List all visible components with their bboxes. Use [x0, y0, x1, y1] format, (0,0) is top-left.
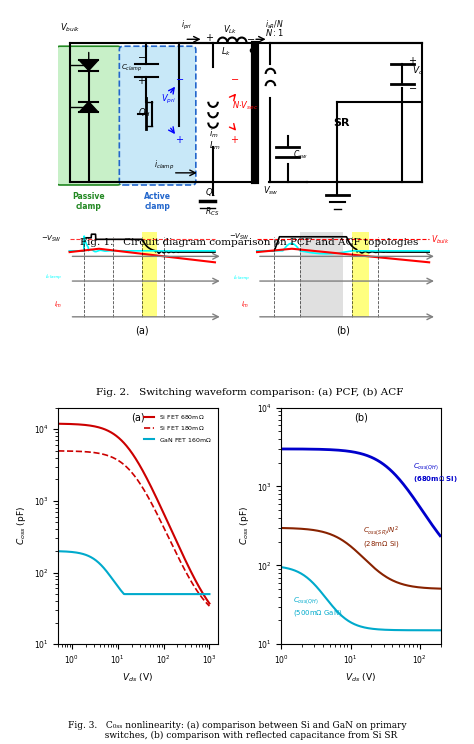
Text: (a): (a) [131, 412, 145, 423]
Text: $V_{pri}$: $V_{pri}$ [162, 93, 177, 106]
Text: Passive
clamp: Passive clamp [73, 192, 105, 211]
Text: $-$: $-$ [137, 51, 146, 62]
Text: $i_{clamp}$: $i_{clamp}$ [233, 275, 249, 284]
Text: Fig. 3.   C₀ₛₛ nonlinearity: (a) comparison between Si and GaN on primary
      : Fig. 3. C₀ₛₛ nonlinearity: (a) compariso… [68, 721, 406, 740]
Bar [300, 231, 343, 317]
Text: $+$: $+$ [230, 135, 239, 145]
Text: $i_{clamp}$: $i_{clamp}$ [154, 159, 174, 172]
Text: $C_{oss(QH)}$
(680m$\Omega$ Si): $C_{oss(QH)}$ (680m$\Omega$ Si) [413, 461, 458, 484]
Text: $L_m$: $L_m$ [209, 140, 221, 152]
Text: $V_{Lk}$: $V_{Lk}$ [223, 23, 237, 36]
Text: (b): (b) [336, 325, 350, 336]
Text: Fig. 2.   Switching waveform comparison: (a) PCF, (b) ACF: Fig. 2. Switching waveform comparison: (… [96, 388, 403, 397]
Text: $i_m$: $i_m$ [54, 300, 62, 310]
Text: $i_m$: $i_m$ [209, 127, 219, 140]
Y-axis label: $C_{oss}$ (pF): $C_{oss}$ (pF) [238, 507, 251, 545]
Text: $V_{bulk}$: $V_{bulk}$ [431, 233, 450, 246]
Text: $N:1$: $N:1$ [264, 27, 283, 38]
Text: $-V_{SW}$: $-V_{SW}$ [228, 231, 249, 242]
Polygon shape [79, 60, 98, 71]
Text: $L_k$: $L_k$ [221, 46, 231, 58]
Text: $N{\cdot}V_{sec}$: $N{\cdot}V_{sec}$ [232, 100, 259, 112]
FancyBboxPatch shape [119, 46, 196, 185]
Text: $i_{sR}/N$: $i_{sR}/N$ [264, 18, 283, 31]
Text: $V_o$: $V_o$ [412, 64, 424, 77]
Text: Active
clamp: Active clamp [144, 192, 171, 211]
Text: (b): (b) [354, 412, 368, 423]
Text: $-$: $-$ [408, 82, 417, 92]
Text: $Q_L$: $Q_L$ [205, 187, 217, 199]
Text: Fig. 1.   Circuit diagram comparison on PCF and ACF topologies: Fig. 1. Circuit diagram comparison on PC… [80, 239, 419, 248]
Text: $i_{clamp}$: $i_{clamp}$ [45, 272, 62, 283]
X-axis label: $V_{ds}$ (V): $V_{ds}$ (V) [346, 672, 376, 684]
Text: $+$: $+$ [408, 54, 417, 65]
Text: $+$: $+$ [137, 74, 146, 86]
Bar [352, 231, 369, 317]
Text: $C_{oss(SR)}/N^2$
(28m$\Omega$ Si): $C_{oss(SR)}/N^2$ (28m$\Omega$ Si) [363, 525, 399, 549]
Text: SR: SR [334, 118, 350, 128]
Text: $R_{CS}$: $R_{CS}$ [205, 205, 219, 218]
Polygon shape [79, 102, 98, 112]
X-axis label: $V_{ds}$ (V): $V_{ds}$ (V) [122, 672, 153, 684]
Text: $i_m$: $i_m$ [241, 300, 249, 310]
Text: (a): (a) [136, 325, 149, 336]
Text: $-$: $-$ [175, 73, 184, 83]
Text: $-$: $-$ [230, 73, 239, 83]
FancyBboxPatch shape [56, 46, 121, 185]
Text: $C_{clamp}$: $C_{clamp}$ [121, 62, 143, 74]
Text: $+$: $+$ [205, 32, 214, 43]
Text: $Q_H$: $Q_H$ [138, 106, 151, 119]
Text: $C_{oss(QH)}$
(500m$\Omega$ GaN): $C_{oss(QH)}$ (500m$\Omega$ GaN) [293, 595, 343, 618]
Bar [142, 231, 157, 317]
Text: $-$: $-$ [246, 33, 255, 43]
Text: $-V_{SW}$: $-V_{SW}$ [41, 234, 62, 245]
Text: $+$: $+$ [175, 135, 184, 145]
Y-axis label: $C_{oss}$ (pF): $C_{oss}$ (pF) [15, 507, 28, 545]
Legend: Si FET 680m$\Omega$, Si FET 180m$\Omega$, GaN FET 160m$\Omega$: Si FET 680m$\Omega$, Si FET 180m$\Omega$… [142, 411, 214, 446]
Text: $i_{pri}$: $i_{pri}$ [181, 19, 191, 32]
Text: $V_{bulk}$: $V_{bulk}$ [60, 22, 81, 34]
Text: $V_{sw}$: $V_{sw}$ [263, 185, 278, 197]
Text: $C_{sw}$: $C_{sw}$ [293, 148, 308, 161]
